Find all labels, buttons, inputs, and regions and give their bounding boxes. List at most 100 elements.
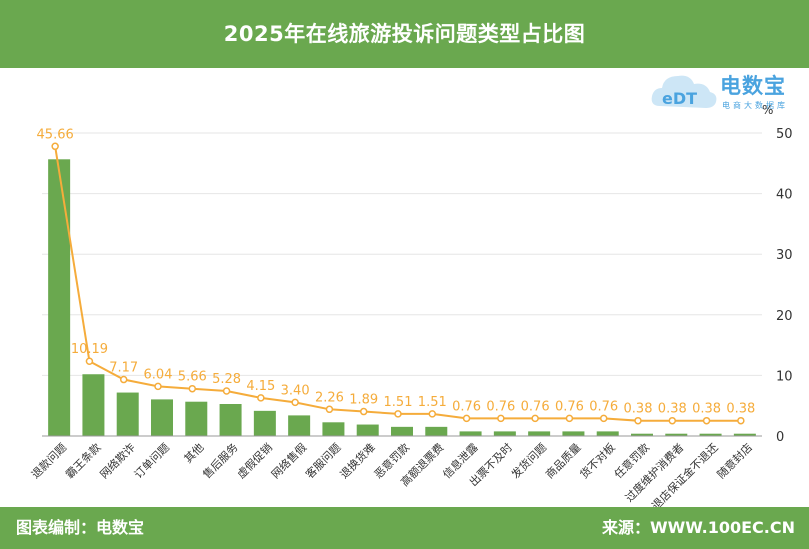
x-tick-label: 霸王条款 — [63, 440, 104, 481]
line-point — [257, 394, 265, 402]
bar — [185, 401, 208, 436]
cloud-logo-icon: eDT — [651, 75, 717, 108]
bars-series — [48, 159, 756, 436]
value-label: 10.19 — [71, 342, 108, 357]
logo-subtitle: 电商大数据库 — [722, 101, 788, 110]
value-label: 0.38 — [658, 402, 687, 417]
value-label: 7.17 — [109, 361, 138, 376]
x-tick-label: 其他 — [182, 441, 207, 466]
line-point — [531, 414, 539, 423]
bar — [562, 431, 585, 436]
line-point — [51, 142, 59, 151]
bar — [219, 404, 242, 436]
bar — [493, 431, 516, 436]
y-tick-label: 10 — [776, 369, 793, 384]
footer-compiler: 图表编制：电数宝 — [16, 518, 145, 537]
value-label: 1.51 — [384, 395, 413, 410]
x-tick-label: 过度维护消费者 — [622, 440, 686, 504]
line-point — [325, 405, 334, 414]
line-point — [359, 407, 368, 416]
bar — [596, 431, 619, 436]
value-label: 0.76 — [452, 399, 481, 414]
line-point — [85, 357, 94, 365]
bar — [459, 431, 482, 436]
value-label: 0.76 — [589, 399, 618, 414]
y-axis: 0 10 20 30 40 50 — [776, 127, 793, 445]
x-tick-label: 随意封店 — [714, 440, 755, 481]
header-bar: 2025年在线旅游投诉问题类型占比图 — [0, 0, 809, 68]
bar — [253, 410, 276, 436]
line-point — [599, 414, 608, 423]
line-point — [565, 414, 574, 423]
line-point — [188, 384, 197, 393]
brand-logo: eDT 电数宝 电商大数据库 — [650, 68, 806, 114]
value-label: 0.38 — [692, 402, 721, 417]
bar — [391, 426, 413, 436]
y-tick-label: 40 — [776, 188, 793, 203]
bar — [116, 392, 139, 436]
value-label: 2.26 — [315, 390, 344, 405]
x-tick-label: 货不对板 — [577, 440, 618, 481]
y-unit-label: % — [762, 103, 773, 117]
logo-brand-name: 电数宝 — [720, 74, 786, 98]
page-title: 2025年在线旅游投诉问题类型占比图 — [223, 22, 586, 46]
x-tick-label: 商品质量 — [543, 440, 584, 481]
line-point — [702, 416, 711, 425]
line-point — [428, 410, 437, 418]
value-label: 0.76 — [555, 399, 584, 414]
bar — [151, 399, 173, 436]
y-tick-label: 20 — [776, 309, 793, 324]
bar — [82, 374, 105, 436]
x-tick-label: 订单问题 — [132, 441, 172, 481]
x-tick-label: 售后服务 — [200, 440, 241, 481]
x-tick-label: 客服问题 — [303, 440, 344, 481]
bar — [356, 424, 379, 436]
value-label: 5.28 — [212, 372, 241, 387]
bar — [699, 433, 722, 436]
line-point — [634, 416, 642, 425]
bar — [288, 415, 311, 436]
value-label: 0.38 — [624, 402, 653, 417]
value-label: 1.89 — [349, 393, 378, 408]
grid-lines — [42, 132, 762, 437]
line-point — [668, 416, 677, 425]
value-label: 0.38 — [726, 402, 755, 417]
logo-mark-text: eDT — [662, 89, 697, 108]
bar — [733, 433, 756, 436]
bar — [322, 422, 345, 436]
line-point — [462, 414, 471, 423]
footer-source: 来源：WWW.100EC.CN — [601, 518, 795, 537]
value-label: 4.15 — [246, 379, 275, 394]
value-label: 0.76 — [521, 399, 550, 414]
line-point — [119, 375, 128, 384]
bar — [425, 426, 448, 436]
line-point — [222, 387, 231, 395]
value-label: 0.76 — [486, 399, 515, 414]
x-tick-label: 退款问题 — [28, 440, 69, 481]
bar — [528, 431, 551, 436]
line-point — [154, 382, 162, 391]
line-point — [291, 398, 299, 407]
x-tick-label: 虚假促销 — [234, 440, 275, 481]
y-tick-label: 0 — [776, 430, 784, 445]
value-label: 1.51 — [418, 395, 447, 410]
line-point — [497, 414, 505, 423]
x-tick-label: 网络欺诈 — [97, 440, 138, 481]
line-point — [394, 410, 402, 418]
line-point — [737, 416, 745, 425]
value-label: 45.66 — [37, 127, 74, 142]
y-tick-label: 50 — [776, 127, 793, 142]
y-tick-label: 30 — [776, 248, 793, 263]
value-label: 6.04 — [144, 367, 173, 382]
footer-bar: 图表编制：电数宝 来源：WWW.100EC.CN — [0, 507, 809, 549]
value-labels: 45.66 10.197.17 6.04 5.66 5.28 4.15 3.40 2.26 1.… — [37, 127, 756, 416]
value-label: 5.66 — [178, 370, 207, 385]
bar — [48, 159, 71, 436]
bar — [665, 433, 688, 436]
x-tick-label: 发货问题 — [508, 440, 549, 481]
value-label: 3.40 — [281, 383, 310, 398]
x-tick-label: 网络售假 — [268, 440, 309, 481]
